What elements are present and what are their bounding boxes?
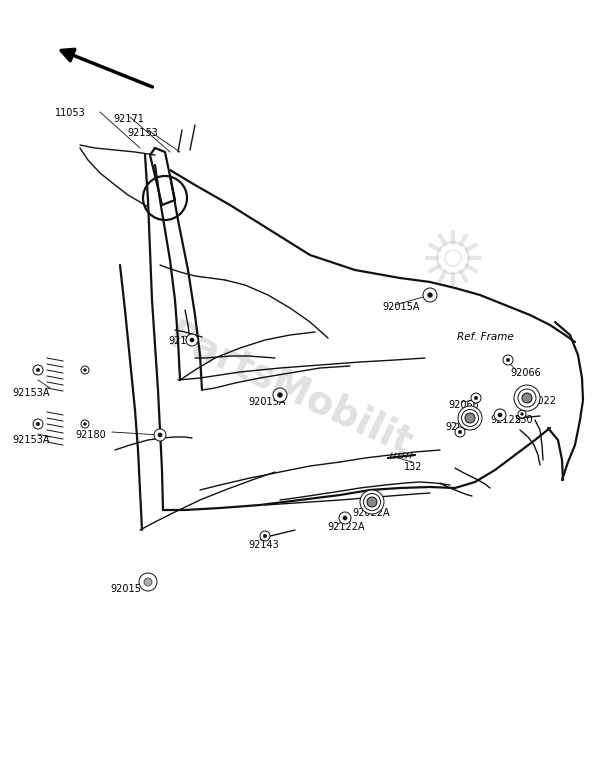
Text: 92015A: 92015A	[382, 302, 419, 312]
Text: 92153: 92153	[127, 128, 158, 138]
Circle shape	[367, 497, 377, 507]
Circle shape	[139, 573, 157, 591]
Circle shape	[144, 578, 152, 586]
Circle shape	[423, 288, 437, 302]
Circle shape	[518, 410, 526, 418]
Text: 92066: 92066	[510, 368, 541, 378]
Circle shape	[455, 427, 465, 437]
Circle shape	[343, 516, 347, 520]
Circle shape	[154, 429, 166, 441]
Text: 92022: 92022	[525, 396, 556, 406]
Circle shape	[522, 393, 532, 403]
Text: 92066: 92066	[448, 400, 479, 410]
Circle shape	[494, 409, 506, 421]
Text: 92180: 92180	[75, 430, 106, 440]
Text: 92180: 92180	[168, 336, 199, 346]
Circle shape	[36, 422, 40, 426]
Circle shape	[260, 531, 270, 541]
Circle shape	[514, 385, 540, 411]
Text: 92153A: 92153A	[12, 435, 49, 445]
Circle shape	[158, 433, 162, 437]
Text: 92015A: 92015A	[248, 397, 286, 407]
Circle shape	[263, 534, 267, 538]
Text: 92015: 92015	[110, 584, 141, 594]
Text: 92143: 92143	[248, 540, 279, 550]
Circle shape	[465, 413, 475, 423]
Text: 92122: 92122	[490, 415, 521, 425]
Text: 92171: 92171	[113, 114, 144, 124]
Circle shape	[474, 397, 478, 400]
Text: 92022: 92022	[445, 422, 476, 432]
Circle shape	[521, 413, 523, 415]
Circle shape	[498, 413, 502, 417]
Circle shape	[81, 366, 89, 374]
Circle shape	[428, 293, 433, 297]
Circle shape	[83, 369, 86, 372]
Circle shape	[360, 490, 384, 514]
Circle shape	[458, 430, 462, 434]
Circle shape	[506, 359, 510, 362]
Circle shape	[33, 365, 43, 375]
Circle shape	[503, 355, 513, 365]
Text: 92153A: 92153A	[12, 388, 49, 398]
Circle shape	[273, 388, 287, 402]
Circle shape	[33, 419, 43, 429]
Circle shape	[190, 338, 194, 342]
Circle shape	[458, 406, 482, 430]
Text: Ref. Frame: Ref. Frame	[457, 332, 514, 342]
Text: PartsMobilit: PartsMobilit	[161, 317, 419, 463]
Text: 92022A: 92022A	[352, 508, 389, 518]
Circle shape	[278, 393, 283, 397]
Circle shape	[81, 420, 89, 428]
Text: 92122A: 92122A	[327, 522, 365, 532]
Circle shape	[471, 393, 481, 403]
Text: 132: 132	[404, 462, 422, 472]
Text: 550: 550	[514, 415, 533, 425]
Polygon shape	[150, 148, 175, 205]
Circle shape	[339, 512, 351, 524]
Circle shape	[36, 369, 40, 372]
Circle shape	[186, 334, 198, 346]
Circle shape	[83, 423, 86, 425]
Text: 11053: 11053	[55, 108, 86, 118]
